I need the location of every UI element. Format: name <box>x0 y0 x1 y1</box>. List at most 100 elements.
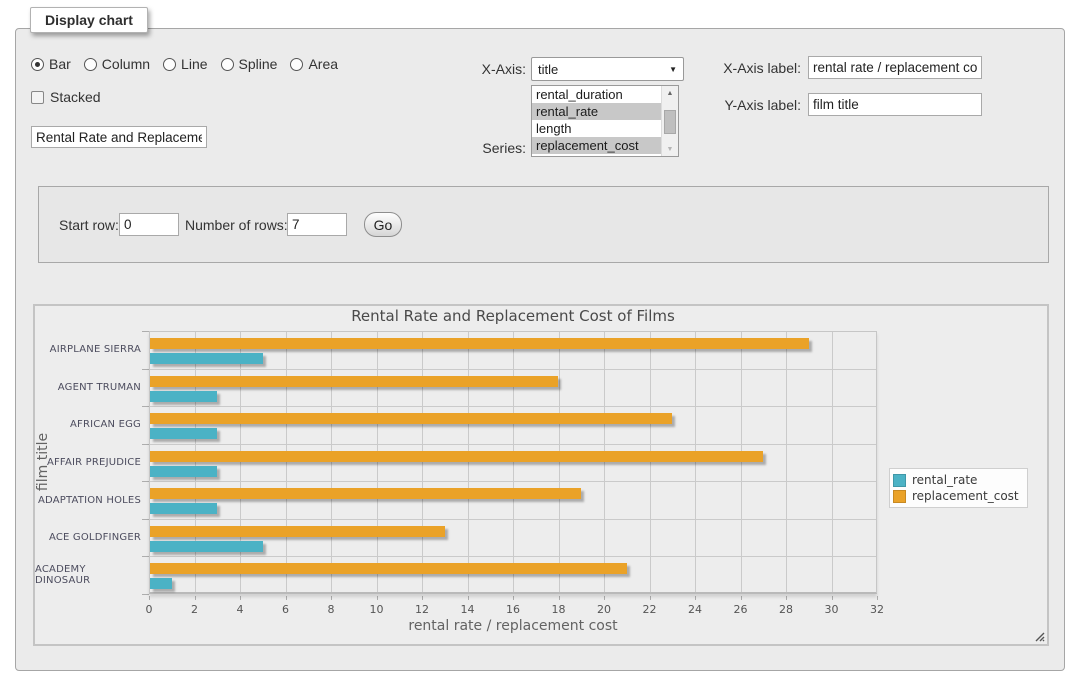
x-tick-label: 20 <box>597 603 611 616</box>
bar-replacement_cost <box>150 563 627 575</box>
x-tick-label: 22 <box>642 603 657 616</box>
y-tick-mark <box>142 556 149 558</box>
legend-item-replacement_cost: replacement_cost <box>893 488 1019 504</box>
radio-label: Bar <box>49 56 71 72</box>
y-tick-mark <box>142 368 149 370</box>
y-category-label: ACE GOLDFINGER <box>48 532 141 544</box>
series-option-replacement_cost[interactable]: replacement_cost <box>532 137 661 154</box>
bar-replacement_cost <box>150 525 445 537</box>
bar-rental_rate <box>150 465 218 477</box>
gridline <box>740 331 742 594</box>
gridline <box>149 481 877 483</box>
x-tick-mark <box>877 596 878 600</box>
bar-replacement_cost <box>150 488 582 500</box>
y-tick-mark <box>142 518 149 520</box>
x-tick-label: 30 <box>824 603 839 616</box>
radio-icon <box>163 57 177 71</box>
plot-area-border <box>149 331 877 594</box>
bar-replacement_cost <box>150 375 559 387</box>
series-option-rental_duration[interactable]: rental_duration <box>536 87 623 102</box>
x-tick-mark <box>149 596 150 600</box>
bar-rental_rate <box>150 503 218 515</box>
chart-panel: Rental Rate and Replacement Cost of Film… <box>33 304 1049 646</box>
gridline <box>786 331 787 594</box>
bar-rental_rate <box>150 390 218 402</box>
y-tick-mark <box>142 594 149 595</box>
legend-swatch <box>893 473 906 487</box>
resize-grip-icon[interactable] <box>1032 629 1045 642</box>
num-rows-label: Number of rows: <box>185 217 288 233</box>
radio-label: Area <box>308 56 339 72</box>
x-tick-mark <box>422 596 423 600</box>
y-tick-mark <box>142 406 149 408</box>
x-tick-mark <box>831 596 833 600</box>
start-row-input[interactable] <box>119 213 179 236</box>
legend-label: replacement_cost <box>912 489 1019 503</box>
bar-rental_rate <box>150 540 263 552</box>
gridline <box>149 556 877 558</box>
fieldset-legend: Display chart <box>30 7 148 33</box>
radio-icon <box>220 57 234 71</box>
y-tick-mark <box>142 481 149 483</box>
go-button[interactable]: Go <box>364 212 402 237</box>
y-tick-mark <box>142 443 149 445</box>
stacked-label: Stacked <box>50 89 101 105</box>
y-axis-label-input[interactable] <box>808 93 982 116</box>
x-tick-label: 10 <box>369 603 384 616</box>
num-rows-input[interactable] <box>287 213 347 236</box>
gridline <box>194 331 196 594</box>
x-axis-selected-value: title <box>538 61 559 77</box>
x-tick-label: 14 <box>460 603 475 616</box>
legend-label: rental_rate <box>912 473 978 487</box>
chart-type-option-line[interactable]: Line <box>163 56 208 72</box>
stacked-checkbox-row[interactable]: Stacked <box>31 89 101 105</box>
chart-y-axis-title: film title <box>35 432 51 492</box>
chart-type-option-spline[interactable]: Spline <box>220 56 277 72</box>
bar-replacement_cost <box>150 450 764 462</box>
gridline <box>831 331 833 594</box>
x-tick-mark <box>240 596 241 600</box>
x-tick-label: 18 <box>551 603 566 616</box>
scroll-up-icon[interactable]: ▲ <box>666 89 674 97</box>
x-tick-mark <box>467 596 469 600</box>
x-axis-label-label: X-Axis label: <box>723 60 801 76</box>
scrollbar-thumb[interactable] <box>664 110 676 134</box>
x-tick-mark <box>649 596 651 600</box>
x-tick-mark <box>513 596 514 600</box>
x-tick-mark <box>786 596 787 600</box>
gridline <box>513 331 514 594</box>
chart-legend: rental_rate replacement_cost <box>889 468 1028 508</box>
chart-title-input[interactable] <box>31 126 207 148</box>
x-tick-mark <box>558 596 560 600</box>
x-axis-select[interactable]: title ▼ <box>531 57 684 81</box>
chart-type-option-area[interactable]: Area <box>290 56 338 72</box>
legend-swatch <box>893 489 906 503</box>
chart-type-option-bar[interactable]: Bar <box>31 56 71 72</box>
scroll-down-icon[interactable]: ▼ <box>666 145 674 153</box>
x-tick-label: 0 <box>145 603 153 616</box>
bar-rental_rate <box>150 578 172 590</box>
series-options: rental_duration rental_rate length replacem… <box>532 86 661 156</box>
series-option-length[interactable]: length <box>536 121 572 136</box>
chart-type-option-column[interactable]: Column <box>83 56 150 72</box>
stacked-checkbox[interactable] <box>31 90 44 104</box>
y-category-label: ADAPTATION HOLES <box>37 494 141 506</box>
y-tick-mark <box>142 331 149 332</box>
x-tick-label: 12 <box>415 603 429 616</box>
x-axis-label-input[interactable] <box>808 56 982 79</box>
x-tick-label: 6 <box>282 603 289 616</box>
gridline <box>467 331 469 594</box>
x-tick-label: 26 <box>733 603 748 616</box>
x-tick-label: 24 <box>688 603 702 616</box>
series-select-label: Series: <box>482 140 526 156</box>
gridline <box>604 331 605 594</box>
gridline <box>649 331 651 594</box>
gridline <box>422 331 423 594</box>
radio-icon <box>83 57 97 71</box>
gridline <box>149 368 877 370</box>
x-tick-label: 28 <box>779 603 793 616</box>
gridline <box>149 406 877 408</box>
y-axis-label-label: Y-Axis label: <box>724 97 801 113</box>
series-option-rental_rate[interactable]: rental_rate <box>532 103 661 120</box>
